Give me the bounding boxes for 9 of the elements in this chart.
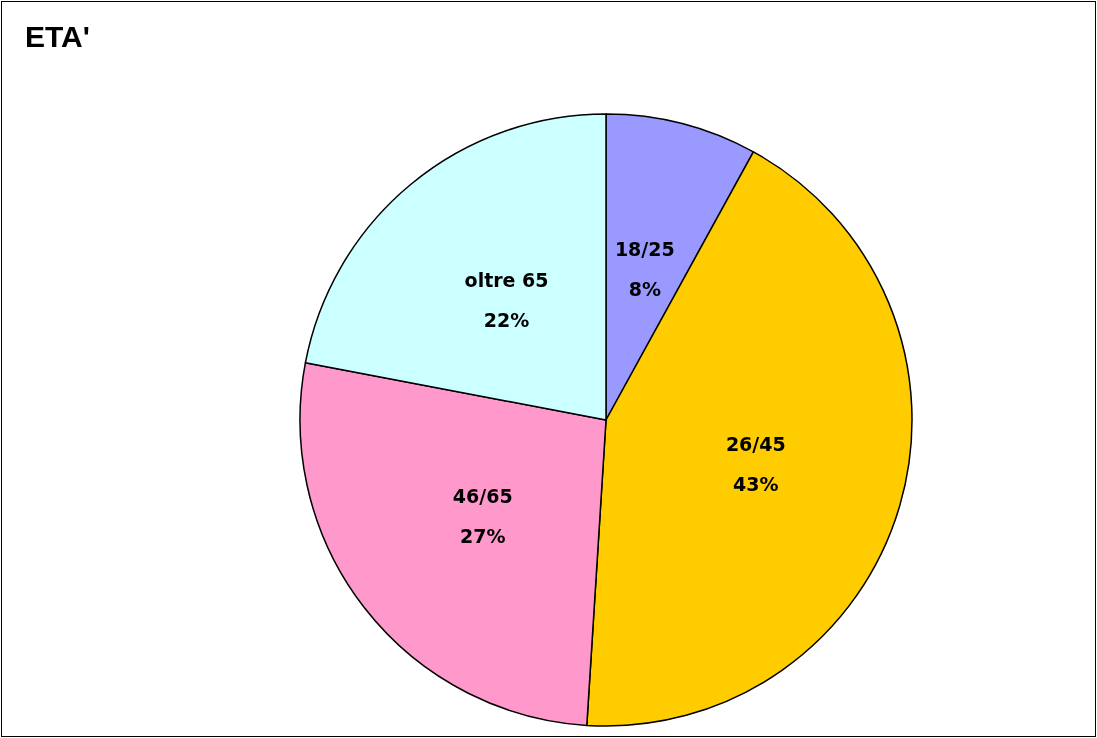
data-label: 43% — [733, 472, 779, 495]
data-label: 22% — [483, 308, 530, 331]
text: ETA' — [25, 19, 90, 53]
slice-label: oltre 65 — [464, 268, 549, 291]
slice-label: 18/25 — [614, 237, 675, 260]
slice-label: 46/65 — [452, 484, 513, 507]
data-label: 8% — [628, 277, 661, 300]
slice-label: 26/45 — [725, 432, 786, 455]
data-label: 27% — [459, 524, 506, 547]
